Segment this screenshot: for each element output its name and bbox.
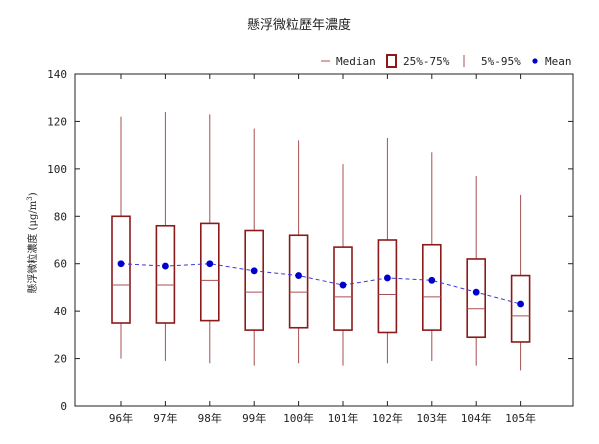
y-tick-label: 40 <box>54 305 67 318</box>
mean-line <box>120 263 521 305</box>
y-tick-label: 120 <box>47 115 67 128</box>
y-axis: 0 20 40 60 80 100 120 140 <box>47 68 573 413</box>
y-tick-label: 20 <box>54 353 67 366</box>
mean-point <box>517 300 524 308</box>
x-axis: 96年 97年 98年 99年 100年 101年 102年 103年 104年 105年 <box>109 74 536 425</box>
mean-point <box>250 267 258 275</box>
plot-frame <box>74 73 574 407</box>
iqr-box <box>244 229 264 331</box>
mean-point <box>339 281 347 289</box>
legend-mean-swatch <box>532 58 538 64</box>
legend-iqr-swatch <box>386 54 397 68</box>
iqr-box <box>421 243 442 331</box>
y-axis-label: 懸浮微粒濃度 (μg/m3) <box>26 192 39 293</box>
x-tick-label: 96年 <box>109 411 133 425</box>
x-tick-label: 99年 <box>242 411 266 425</box>
mean-point <box>206 260 214 268</box>
iqr-box <box>333 246 353 331</box>
legend-median-label: Median <box>336 55 376 68</box>
legend-whisker-label: 5%-95% <box>481 55 521 68</box>
legend-iqr-label: 25%-75% <box>403 55 450 68</box>
boxes <box>111 111 531 371</box>
chart-title: 懸浮微粒歷年濃度 <box>247 17 351 33</box>
x-tick-label: 103年 <box>416 411 447 425</box>
mean-point <box>384 274 391 282</box>
x-tick-label: 100年 <box>283 411 314 425</box>
mean-point <box>472 288 480 296</box>
x-tick-label: 104年 <box>461 411 492 425</box>
iqr-box <box>466 258 487 339</box>
y-tick-label: 0 <box>60 400 67 413</box>
mean-point <box>428 276 436 284</box>
mean-point <box>162 262 169 270</box>
iqr-box <box>111 215 131 324</box>
iqr-box <box>200 222 220 322</box>
mean-point <box>117 260 125 268</box>
x-tick-label: 102年 <box>372 411 403 425</box>
y-tick-label: 60 <box>54 258 67 271</box>
x-tick-label: 98年 <box>198 411 222 425</box>
legend-mean-label: Mean <box>545 55 572 68</box>
iqr-box <box>377 239 398 334</box>
mean-point <box>295 272 302 279</box>
iqr-box <box>510 274 531 343</box>
iqr-box <box>288 234 309 329</box>
y-tick-label: 140 <box>47 68 67 81</box>
y-tick-label: 80 <box>54 210 67 223</box>
x-tick-label: 105年 <box>505 411 536 425</box>
y-tick-label: 100 <box>47 163 67 176</box>
x-tick-label: 101年 <box>328 411 359 425</box>
legend: Median 25%-75% 5%-95% Mean <box>321 54 572 68</box>
iqr-box <box>155 224 176 324</box>
mean-series <box>117 260 524 308</box>
x-tick-label: 97年 <box>153 411 177 425</box>
